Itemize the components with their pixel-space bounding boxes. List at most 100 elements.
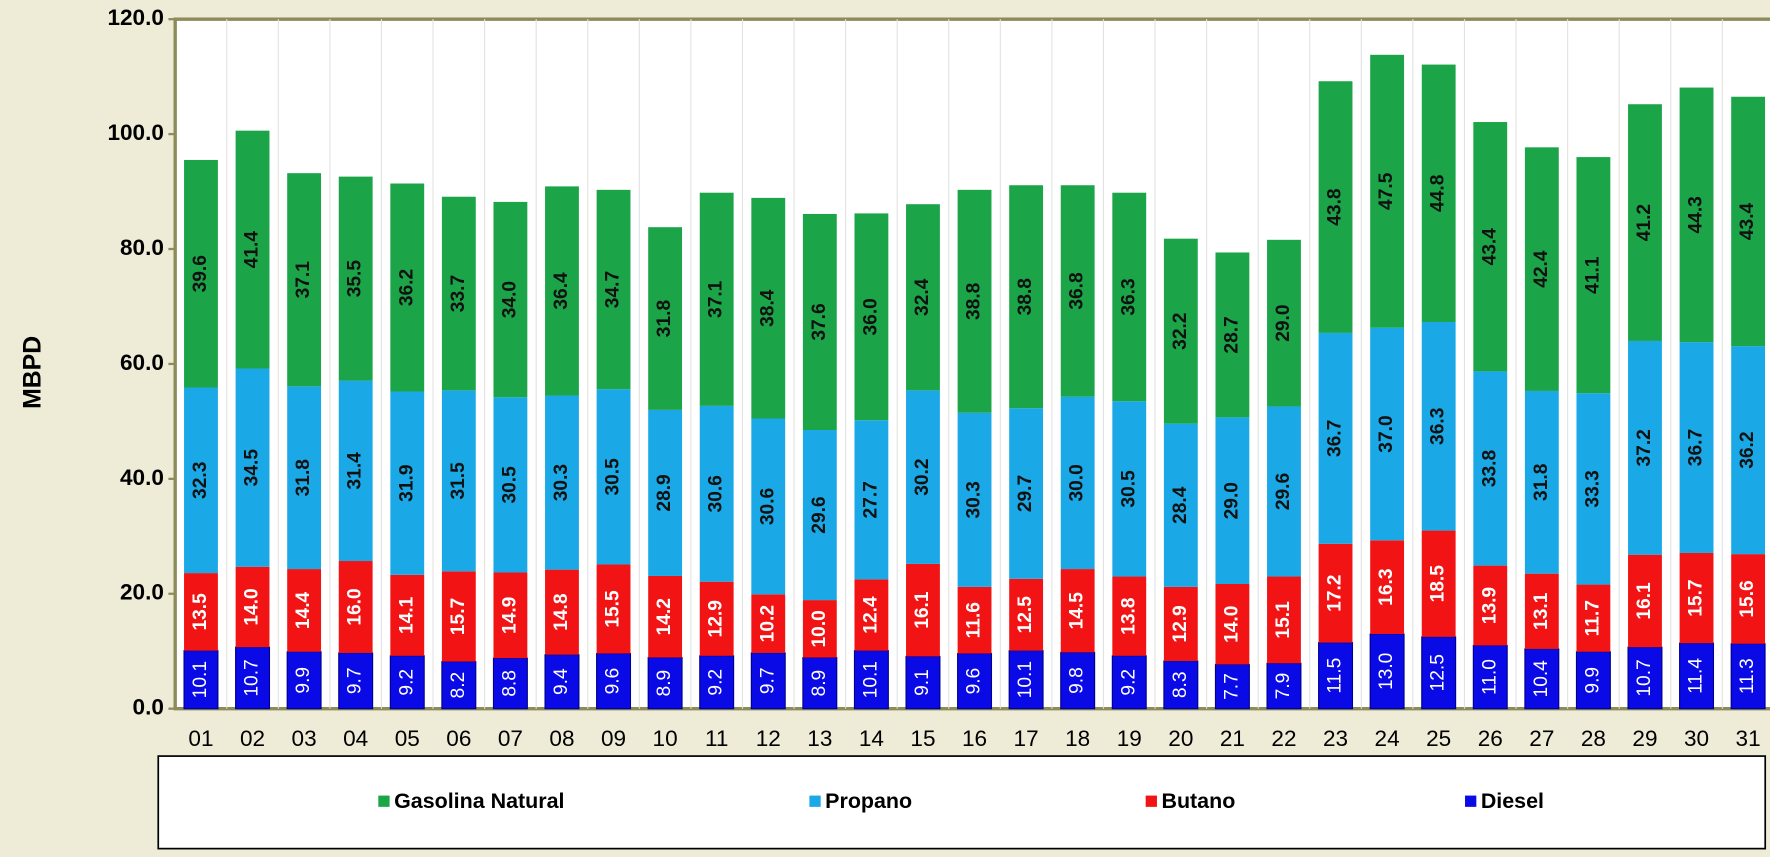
value-label: 8.8 (499, 670, 520, 697)
value-label: 44.8 (1428, 174, 1449, 212)
bar-segment (493, 201, 528, 398)
value-label: 30.5 (1118, 470, 1139, 508)
value-label: 38.4 (757, 289, 778, 327)
value-label: 12.5 (1015, 596, 1036, 634)
x-tick-label: 30 (1684, 726, 1709, 751)
value-label: 15.6 (1737, 580, 1758, 617)
bar-segment (235, 646, 271, 710)
x-tick-label: 22 (1271, 726, 1296, 751)
value-label: 10.0 (809, 610, 830, 647)
x-tick-label: 18 (1065, 726, 1090, 751)
bar-segment (235, 566, 270, 648)
value-label: 36.2 (396, 269, 417, 306)
value-label: 47.5 (1376, 172, 1397, 210)
bar-segment (1576, 157, 1611, 394)
bar-segment (596, 652, 632, 710)
value-label: 10.7 (1634, 659, 1655, 696)
value-label: 9.7 (757, 667, 778, 694)
value-label: 36.3 (1428, 408, 1449, 445)
bar-segment (1215, 583, 1250, 665)
value-label: 9.9 (1582, 667, 1603, 694)
value-label: 16.0 (345, 588, 366, 625)
bar-segment (1524, 390, 1559, 574)
value-label: 43.4 (1479, 228, 1500, 266)
value-label: 9.7 (345, 667, 366, 694)
bar-segment (1370, 327, 1405, 541)
bar-segment (493, 572, 528, 659)
value-label: 9.9 (293, 667, 314, 694)
value-label: 30.3 (551, 464, 572, 501)
legend-label: Propano (825, 789, 912, 813)
value-label: 14.5 (1067, 592, 1088, 630)
value-label: 30.6 (706, 475, 727, 512)
value-label: 42.4 (1531, 250, 1552, 288)
bar-segment (338, 176, 373, 381)
value-label: 15.5 (603, 590, 624, 628)
bar-segment (1472, 644, 1508, 710)
bar-segment (1111, 655, 1147, 710)
y-axis-label: MBPD (20, 336, 47, 409)
value-label: 37.0 (1376, 415, 1397, 452)
value-label: 17.2 (1325, 575, 1346, 612)
value-label: 44.3 (1686, 196, 1707, 233)
value-label: 10.2 (757, 605, 778, 642)
x-tick-label: 31 (1736, 726, 1761, 751)
legend-label: Diesel (1481, 789, 1544, 813)
bar-segment (184, 159, 218, 388)
bar-segment (751, 418, 786, 595)
value-label: 11.6 (964, 602, 985, 638)
y-tick-label: 120.0 (107, 5, 163, 30)
y-tick-label: 100.0 (107, 120, 163, 145)
legend-swatch (809, 795, 821, 807)
legend-swatch (1465, 795, 1477, 807)
bar-segment (1215, 417, 1250, 584)
value-label: 13.0 (1376, 653, 1397, 690)
bar-segment (1318, 543, 1353, 643)
value-label: 9.2 (706, 669, 727, 696)
bar-segment (1267, 406, 1301, 577)
value-label: 10.7 (242, 659, 263, 696)
value-label: 43.8 (1325, 188, 1346, 226)
bar-segment (1731, 554, 1766, 644)
bar-segment (1473, 122, 1508, 372)
bar-segment (648, 227, 683, 410)
bar-segment (545, 395, 579, 570)
x-tick-label: 15 (910, 726, 935, 751)
bar-segment (441, 571, 476, 662)
value-label: 13.8 (1118, 597, 1139, 635)
bar-segment (1731, 346, 1766, 555)
value-label: 37.2 (1634, 429, 1655, 466)
x-tick-label: 06 (446, 726, 471, 751)
value-label: 27.7 (860, 481, 881, 518)
bar-segment (1112, 192, 1147, 402)
x-tick-label: 03 (292, 726, 317, 751)
value-label: 9.1 (912, 669, 933, 696)
bar-segment (1214, 663, 1250, 710)
bar-segment (545, 186, 579, 396)
bar-segment (184, 573, 218, 651)
x-tick-label: 08 (549, 726, 574, 751)
value-label: 37.1 (706, 280, 727, 318)
value-label: 9.2 (396, 669, 417, 696)
x-tick-label: 10 (653, 726, 678, 751)
value-label: 11.0 (1479, 659, 1500, 695)
y-tick-label: 80.0 (120, 235, 164, 260)
x-tick-label: 09 (601, 726, 626, 751)
value-label: 31.9 (396, 464, 417, 501)
value-label: 36.7 (1325, 420, 1346, 457)
value-label: 39.6 (190, 255, 211, 292)
bar-segment (854, 579, 889, 651)
bar-segment (957, 586, 992, 654)
value-label: 13.5 (190, 593, 211, 631)
bar-segment (1628, 340, 1662, 555)
bar-segment (1318, 332, 1353, 544)
bar-segment (1679, 342, 1714, 553)
bar-segment (1524, 573, 1559, 649)
value-label: 8.3 (1170, 672, 1191, 699)
bar-segment (493, 397, 528, 573)
bar-segment (906, 390, 940, 564)
bar-segment (1163, 660, 1199, 710)
bar-segment (1730, 643, 1766, 710)
value-label: 29.0 (1221, 482, 1242, 519)
bar-segment (287, 386, 322, 570)
